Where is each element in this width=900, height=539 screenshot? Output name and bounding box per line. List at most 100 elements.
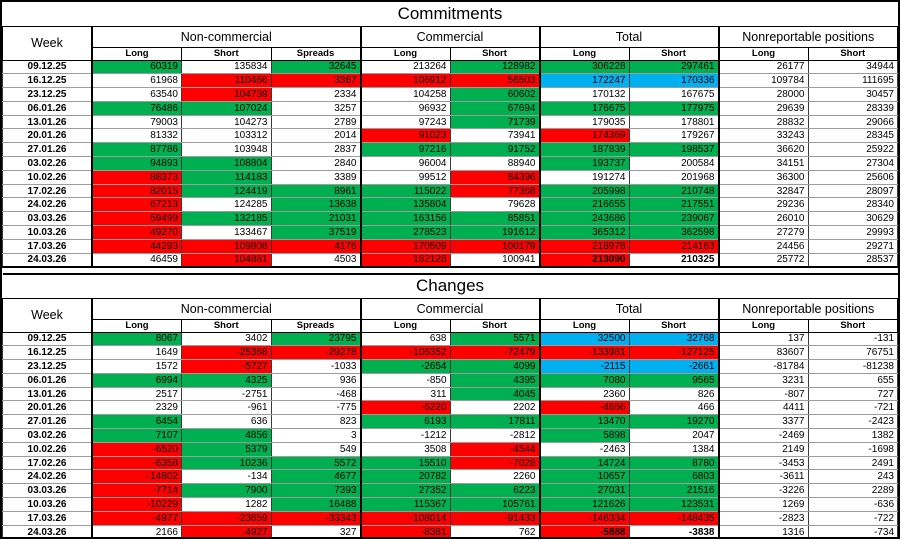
changes-title: Changes [2, 274, 898, 299]
value-cell: 638 [359, 331, 451, 347]
value-cell: 205998 [538, 183, 630, 199]
table-row: 24.02.26 67213 124285 13638 135804 79628 21665… [2, 197, 898, 213]
value-cell: -3611 [717, 469, 809, 485]
value-cell: 2840 [270, 156, 361, 171]
value-cell: 124285 [181, 197, 272, 213]
value-cell: -2654 [359, 359, 451, 374]
value-cell: 1269 [717, 497, 809, 512]
value-cell: 56503 [449, 73, 540, 89]
value-cell: 25772 [717, 252, 809, 268]
value-cell: 121626 [538, 497, 630, 512]
value-cell: 243 [807, 469, 898, 485]
value-cell: 2517 [91, 386, 182, 402]
week-cell: 09.12.25 [2, 331, 93, 347]
value-cell: 2149 [717, 441, 809, 457]
value-cell: 213264 [359, 59, 451, 75]
value-cell: 176675 [538, 100, 630, 116]
commitments-table: Commitments Week Non-commercial Commerci… [2, 2, 898, 268]
week-cell: 03.02.26 [2, 156, 93, 171]
value-cell: -850 [359, 372, 451, 388]
value-cell: -108014 [359, 510, 451, 526]
value-cell: 46459 [91, 252, 182, 268]
value-cell: 104258 [359, 87, 451, 102]
week-cell: 27.01.26 [2, 142, 93, 158]
value-cell: 71739 [449, 114, 540, 130]
week-cell: 03.02.26 [2, 428, 93, 443]
value-cell: 104273 [181, 114, 272, 130]
value-cell: -2751 [181, 386, 272, 402]
value-cell: 762 [449, 524, 540, 537]
changes-table: Changes Week Non-commercial Commercial T… [2, 273, 898, 537]
value-cell: 103948 [181, 142, 272, 158]
value-cell: 636 [181, 414, 272, 430]
value-cell: 6994 [91, 372, 182, 388]
value-cell: -734 [807, 524, 898, 537]
value-cell: 198537 [628, 142, 719, 158]
value-cell: -4977 [91, 510, 182, 526]
value-cell: 4503 [270, 252, 361, 268]
table-row: 03.03.26 -7714 7900 7393 27352 6223 27031 21516… [2, 483, 898, 499]
value-cell: 311 [359, 386, 451, 402]
value-cell: 13470 [538, 414, 630, 430]
value-cell: -8381 [359, 524, 451, 537]
value-cell: 14724 [538, 455, 630, 471]
value-cell: 33243 [717, 128, 809, 144]
value-cell: 10657 [538, 469, 630, 485]
value-cell: 362598 [628, 225, 719, 240]
table-row: 23.12.25 63540 104739 2334 104258 60602 170132… [2, 87, 898, 102]
table-row: 17.02.26 82015 124419 8961 115022 77368 205998… [2, 183, 898, 199]
table-row: 10.02.26 88373 114183 3389 99512 84396 191274 2… [2, 169, 898, 185]
value-cell: -4544 [449, 441, 540, 457]
value-cell: -72479 [449, 345, 540, 361]
value-cell: 88373 [91, 169, 182, 185]
value-cell: 170509 [359, 238, 451, 254]
value-cell: -6358 [91, 455, 182, 471]
value-cell: 3231 [717, 372, 809, 388]
value-cell: 28339 [807, 100, 898, 116]
value-cell: -133981 [538, 345, 630, 361]
week-cell: 03.03.26 [2, 483, 93, 499]
table-row: 13.01.26 2517 -2751 -468 311 4045 2360 826 -807 7… [2, 386, 898, 402]
value-cell: 114183 [181, 169, 272, 185]
value-cell: 243686 [538, 211, 630, 227]
col-nc-spreads: Spreads [270, 46, 361, 61]
week-header: Week [2, 297, 93, 333]
value-cell: -2661 [628, 359, 719, 374]
value-cell: 76751 [807, 345, 898, 361]
value-cell: 187839 [538, 142, 630, 158]
value-cell: 59499 [91, 211, 182, 227]
value-cell: 4411 [717, 400, 809, 416]
value-cell: 28340 [807, 197, 898, 213]
value-cell: 79628 [449, 197, 540, 213]
value-cell: 297461 [628, 59, 719, 75]
value-cell: 21031 [270, 211, 361, 227]
week-cell: 24.02.26 [2, 469, 93, 485]
value-cell: 115022 [359, 183, 451, 199]
value-cell: 15510 [359, 455, 451, 471]
value-cell: -3838 [628, 524, 719, 537]
value-cell: -722 [807, 510, 898, 526]
value-cell: 29066 [807, 114, 898, 130]
col-nr-long: Long [717, 46, 809, 61]
value-cell: 2289 [807, 483, 898, 499]
col-nr-long: Long [717, 318, 809, 333]
value-cell: 179267 [628, 128, 719, 144]
value-cell: 8067 [91, 331, 182, 347]
value-cell: -7714 [91, 483, 182, 499]
table-row: 24.03.26 46459 104881 4503 162128 100941 21309… [2, 252, 898, 268]
value-cell: -721 [807, 400, 898, 416]
value-cell: 213090 [538, 252, 630, 268]
value-cell: 727 [807, 386, 898, 402]
value-cell: 29236 [717, 197, 809, 213]
changes-group-header: Week Non-commercial Commercial Total Non… [2, 297, 898, 333]
value-cell: 26010 [717, 211, 809, 227]
value-cell: 96932 [359, 100, 451, 116]
value-cell: -106352 [359, 345, 451, 361]
col-c-short: Short [449, 46, 540, 61]
value-cell: 77368 [449, 183, 540, 199]
value-cell: 81332 [91, 128, 182, 144]
table-row: 23.12.25 1572 -5727 -1033 -2654 4099 -2115 -266… [2, 359, 898, 374]
value-cell: 26177 [717, 59, 809, 75]
value-cell: 29271 [807, 238, 898, 254]
value-cell: 10236 [181, 455, 272, 471]
